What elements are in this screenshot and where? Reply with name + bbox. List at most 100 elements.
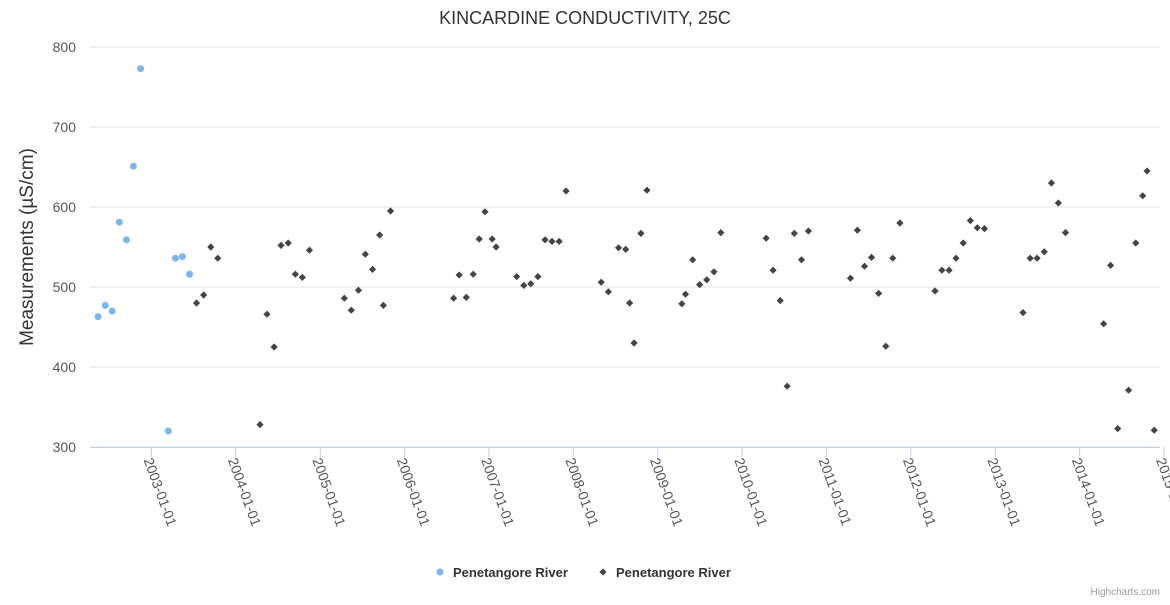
data-point-series-2[interactable] bbox=[1143, 167, 1151, 175]
data-point-series-2[interactable] bbox=[277, 241, 285, 249]
data-point-series-2[interactable] bbox=[298, 273, 306, 281]
data-point-series-2[interactable] bbox=[889, 254, 897, 262]
data-point-series-2[interactable] bbox=[1061, 229, 1070, 237]
data-point-series-2[interactable] bbox=[379, 301, 387, 309]
data-point-series-2[interactable] bbox=[678, 300, 686, 308]
data-point-series-2[interactable] bbox=[455, 271, 463, 279]
data-point-series-2[interactable] bbox=[952, 254, 960, 262]
data-points[interactable] bbox=[94, 65, 1158, 435]
data-point-series-2[interactable] bbox=[776, 297, 784, 305]
data-point-series-2[interactable] bbox=[783, 382, 791, 390]
data-point-series-2[interactable] bbox=[305, 246, 314, 254]
data-point-series-2[interactable] bbox=[681, 290, 690, 298]
data-point-series-1[interactable] bbox=[122, 236, 130, 244]
data-point-series-2[interactable] bbox=[867, 253, 876, 261]
data-point-series-2[interactable] bbox=[882, 342, 890, 350]
data-point-series-2[interactable] bbox=[931, 287, 939, 295]
data-point-series-1[interactable] bbox=[178, 253, 186, 261]
data-point-series-2[interactable] bbox=[488, 235, 496, 243]
legend-item-series-1[interactable]: Penetangore River bbox=[436, 565, 568, 580]
data-point-series-2[interactable] bbox=[896, 219, 904, 227]
data-point-series-2[interactable] bbox=[200, 291, 208, 299]
data-point-series-2[interactable] bbox=[541, 236, 549, 244]
data-point-series-2[interactable] bbox=[762, 234, 770, 242]
data-point-series-2[interactable] bbox=[1124, 386, 1133, 394]
legend-item-series-2[interactable]: Penetangore River bbox=[599, 565, 731, 580]
data-point-series-2[interactable] bbox=[630, 339, 638, 347]
data-point-series-2[interactable] bbox=[717, 229, 725, 237]
data-point-series-2[interactable] bbox=[527, 280, 535, 288]
data-point-series-2[interactable] bbox=[804, 227, 813, 235]
data-point-series-2[interactable] bbox=[597, 278, 605, 286]
data-point-series-2[interactable] bbox=[769, 266, 777, 274]
data-point-series-2[interactable] bbox=[284, 239, 292, 247]
data-point-series-2[interactable] bbox=[1100, 320, 1108, 328]
data-point-series-2[interactable] bbox=[192, 299, 201, 307]
data-point-series-2[interactable] bbox=[696, 281, 704, 289]
data-point-series-2[interactable] bbox=[1033, 254, 1041, 262]
data-point-series-2[interactable] bbox=[959, 239, 967, 247]
data-point-series-2[interactable] bbox=[513, 273, 521, 281]
data-point-series-1[interactable] bbox=[164, 427, 172, 435]
data-point-series-2[interactable] bbox=[291, 270, 299, 278]
data-point-series-2[interactable] bbox=[1054, 199, 1062, 207]
data-point-series-2[interactable] bbox=[1114, 425, 1122, 433]
data-point-series-1[interactable] bbox=[137, 65, 145, 73]
data-point-series-2[interactable] bbox=[1150, 426, 1158, 434]
data-point-series-2[interactable] bbox=[1139, 192, 1147, 200]
data-point-series-2[interactable] bbox=[475, 235, 483, 243]
data-point-series-2[interactable] bbox=[797, 256, 806, 264]
data-point-series-2[interactable] bbox=[966, 217, 974, 225]
data-point-series-2[interactable] bbox=[637, 229, 645, 237]
data-point-series-2[interactable] bbox=[263, 310, 271, 318]
data-point-series-2[interactable] bbox=[689, 256, 697, 264]
data-point-series-2[interactable] bbox=[1040, 248, 1048, 256]
data-point-series-1[interactable] bbox=[94, 313, 102, 321]
data-point-series-2[interactable] bbox=[1132, 239, 1140, 247]
data-point-series-2[interactable] bbox=[938, 266, 946, 274]
data-point-series-2[interactable] bbox=[1019, 309, 1027, 317]
data-point-series-2[interactable] bbox=[386, 207, 395, 215]
data-point-series-2[interactable] bbox=[214, 254, 222, 262]
data-point-series-2[interactable] bbox=[973, 224, 981, 232]
data-point-series-2[interactable] bbox=[361, 250, 369, 258]
data-point-series-2[interactable] bbox=[492, 243, 500, 251]
data-point-series-2[interactable] bbox=[710, 268, 718, 276]
data-point-series-2[interactable] bbox=[469, 270, 477, 278]
data-point-series-1[interactable] bbox=[129, 162, 137, 170]
data-point-series-2[interactable] bbox=[449, 294, 458, 302]
data-point-series-2[interactable] bbox=[368, 265, 377, 273]
data-point-series-2[interactable] bbox=[548, 237, 556, 245]
data-point-series-2[interactable] bbox=[1047, 179, 1056, 187]
data-point-series-2[interactable] bbox=[853, 226, 861, 234]
data-point-series-2[interactable] bbox=[643, 186, 651, 194]
data-point-series-2[interactable] bbox=[340, 294, 348, 302]
data-point-series-2[interactable] bbox=[270, 343, 278, 351]
data-point-series-2[interactable] bbox=[520, 281, 528, 289]
data-point-series-2[interactable] bbox=[846, 274, 855, 282]
credits-link[interactable]: Highcharts.com bbox=[1091, 587, 1160, 598]
data-point-series-2[interactable] bbox=[534, 273, 542, 281]
data-point-series-2[interactable] bbox=[1026, 254, 1034, 262]
data-point-series-2[interactable] bbox=[945, 266, 953, 274]
legend[interactable]: Penetangore River Penetangore River bbox=[436, 565, 731, 580]
data-point-series-2[interactable] bbox=[622, 245, 630, 253]
data-point-series-2[interactable] bbox=[980, 225, 989, 233]
data-point-series-2[interactable] bbox=[207, 243, 215, 251]
data-point-series-1[interactable] bbox=[101, 301, 109, 309]
data-point-series-2[interactable] bbox=[376, 231, 384, 239]
data-point-series-2[interactable] bbox=[703, 276, 711, 284]
data-point-series-2[interactable] bbox=[875, 289, 883, 297]
data-point-series-2[interactable] bbox=[614, 244, 623, 252]
data-point-series-2[interactable] bbox=[604, 288, 612, 296]
data-point-series-2[interactable] bbox=[1106, 261, 1115, 269]
data-point-series-2[interactable] bbox=[462, 293, 470, 301]
data-point-series-2[interactable] bbox=[790, 229, 798, 237]
data-point-series-2[interactable] bbox=[347, 306, 355, 314]
data-point-series-2[interactable] bbox=[481, 208, 489, 216]
data-point-series-2[interactable] bbox=[562, 187, 570, 195]
data-point-series-2[interactable] bbox=[860, 262, 869, 270]
data-point-series-1[interactable] bbox=[171, 254, 179, 262]
data-point-series-2[interactable] bbox=[555, 237, 563, 245]
data-point-series-2[interactable] bbox=[256, 421, 264, 429]
